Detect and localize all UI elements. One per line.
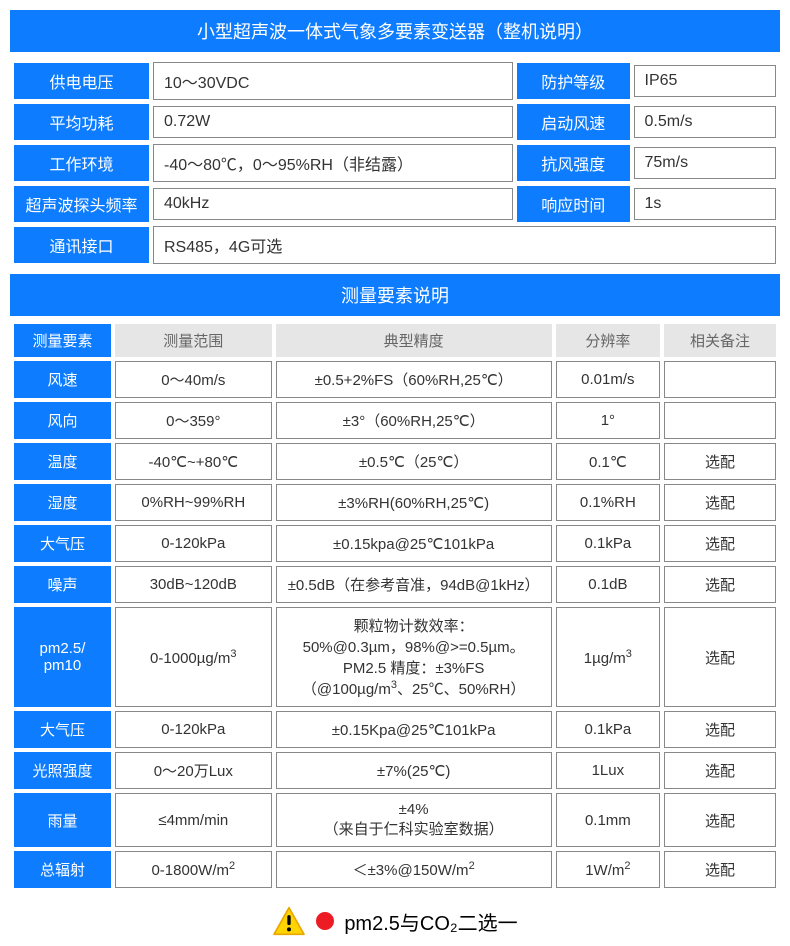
cell-remark: 选配 [664, 566, 776, 603]
table-header-row: 测量要素 测量范围 典型精度 分辨率 相关备注 [14, 324, 776, 357]
table-row: 温度-40℃~+80℃±0.5℃（25℃）0.1℃选配 [14, 443, 776, 480]
red-dot-icon [316, 912, 334, 930]
col-header: 分辨率 [556, 324, 660, 357]
cell-resolution: 0.1%RH [556, 484, 660, 521]
cell-element: 总辐射 [14, 851, 111, 888]
col-header: 典型精度 [276, 324, 552, 357]
cell-element: 噪声 [14, 566, 111, 603]
cell-element: 大气压 [14, 525, 111, 562]
cell-range: 0-120kPa [115, 711, 272, 748]
cell-accuracy: ±3%RH(60%RH,25℃) [276, 484, 552, 521]
cell-element: 湿度 [14, 484, 111, 521]
cell-remark: 选配 [664, 484, 776, 521]
measurement-table: 测量要素 测量范围 典型精度 分辨率 相关备注 风速0～40m/s±0.5+2%… [10, 320, 780, 892]
cell-range: 0-120kPa [115, 525, 272, 562]
col-header: 相关备注 [664, 324, 776, 357]
table-row: 光照强度0～20万Lux±7%(25℃)1Lux选配 [14, 752, 776, 789]
cell-remark: 选配 [664, 443, 776, 480]
cell-remark: 选配 [664, 752, 776, 789]
section-title: 测量要素说明 [10, 274, 780, 316]
spec-value: 1s [634, 188, 777, 220]
cell-element: 风向 [14, 402, 111, 439]
cell-resolution: 0.1dB [556, 566, 660, 603]
cell-range: 0～359° [115, 402, 272, 439]
table-row: 风速0～40m/s±0.5+2%FS（60%RH,25℃）0.01m/s [14, 361, 776, 398]
cell-range: 0-1000µg/m3 [115, 607, 272, 707]
spec-label: 启动风速 [517, 104, 630, 140]
cell-remark [664, 361, 776, 398]
table-row: 大气压0-120kPa±0.15kpa@25℃101kPa0.1kPa选配 [14, 525, 776, 562]
cell-remark [664, 402, 776, 439]
cell-remark: 选配 [664, 793, 776, 847]
cell-resolution: 0.1℃ [556, 443, 660, 480]
spec-label: 防护等级 [517, 63, 630, 99]
cell-remark: 选配 [664, 711, 776, 748]
cell-accuracy: ±0.5dB（在参考音准，94dB@1kHz） [276, 566, 552, 603]
spec-label: 供电电压 [14, 63, 149, 99]
cell-accuracy: ±0.15Kpa@25℃101kPa [276, 711, 552, 748]
spec-value: 10～30VDC [153, 62, 513, 100]
cell-accuracy: ±0.15kpa@25℃101kPa [276, 525, 552, 562]
spec-value: 0.5m/s [634, 106, 777, 138]
cell-resolution: 0.1kPa [556, 525, 660, 562]
cell-element: 风速 [14, 361, 111, 398]
spec-value: -40～80℃，0～95%RH（非结露） [153, 144, 513, 182]
table-row: 湿度0%RH~99%RH±3%RH(60%RH,25℃)0.1%RH选配 [14, 484, 776, 521]
cell-resolution: 1µg/m3 [556, 607, 660, 707]
spec-label: 平均功耗 [14, 104, 149, 140]
table-row: pm2.5/pm100-1000µg/m3颗粒物计数效率：50%@0.3µm，9… [14, 607, 776, 707]
table-row: 噪声30dB~120dB±0.5dB（在参考音准，94dB@1kHz）0.1dB… [14, 566, 776, 603]
cell-remark: 选配 [664, 851, 776, 888]
cell-accuracy: ±0.5+2%FS（60%RH,25℃） [276, 361, 552, 398]
cell-element: 光照强度 [14, 752, 111, 789]
spec-label: 通讯接口 [14, 227, 149, 263]
spec-table: 供电电压 10～30VDC 防护等级 IP65 平均功耗 0.72W 启动风速 … [10, 58, 780, 268]
cell-accuracy: ±3°（60%RH,25℃） [276, 402, 552, 439]
cell-element: 温度 [14, 443, 111, 480]
spec-label: 超声波探头频率 [14, 186, 149, 222]
spec-label: 工作环境 [14, 145, 149, 181]
cell-accuracy: ±4%（来自于仁科实验室数据） [276, 793, 552, 847]
cell-range: 30dB~120dB [115, 566, 272, 603]
cell-range: 0-1800W/m2 [115, 851, 272, 888]
cell-range: 0%RH~99%RH [115, 484, 272, 521]
table-row: 大气压0-120kPa±0.15Kpa@25℃101kPa0.1kPa选配 [14, 711, 776, 748]
cell-accuracy: ±0.5℃（25℃） [276, 443, 552, 480]
spec-value: IP65 [634, 65, 777, 97]
main-title: 小型超声波一体式气象多要素变送器（整机说明） [10, 10, 780, 52]
spec-value: 0.72W [153, 106, 513, 138]
cell-accuracy: 颗粒物计数效率：50%@0.3µm，98%@>=0.5µm。PM2.5 精度：±… [276, 607, 552, 707]
cell-remark: 选配 [664, 607, 776, 707]
cell-element: pm2.5/pm10 [14, 607, 111, 707]
spec-value: RS485，4G可选 [153, 226, 776, 264]
table-row: 风向0～359°±3°（60%RH,25℃）1° [14, 402, 776, 439]
cell-range: 0～40m/s [115, 361, 272, 398]
col-header: 测量要素 [14, 324, 111, 357]
cell-range: 0～20万Lux [115, 752, 272, 789]
cell-remark: 选配 [664, 525, 776, 562]
table-row: 雨量≤4mm/min±4%（来自于仁科实验室数据）0.1mm选配 [14, 793, 776, 847]
cell-accuracy: ±7%(25℃) [276, 752, 552, 789]
cell-accuracy: ＜±3%@150W/m2 [276, 851, 552, 888]
cell-element: 大气压 [14, 711, 111, 748]
cell-resolution: 0.1mm [556, 793, 660, 847]
spec-label: 响应时间 [517, 186, 630, 222]
cell-resolution: 0.1kPa [556, 711, 660, 748]
cell-element: 雨量 [14, 793, 111, 847]
cell-resolution: 0.01m/s [556, 361, 660, 398]
footnote-text: pm2.5与CO₂二选一 [344, 907, 517, 936]
cell-range: -40℃~+80℃ [115, 443, 272, 480]
spec-label: 抗风强度 [517, 145, 630, 181]
cell-resolution: 1° [556, 402, 660, 439]
col-header: 测量范围 [115, 324, 272, 357]
spec-value: 75m/s [634, 147, 777, 179]
table-row: 总辐射0-1800W/m2＜±3%@150W/m21W/m2选配 [14, 851, 776, 888]
cell-resolution: 1W/m2 [556, 851, 660, 888]
cell-resolution: 1Lux [556, 752, 660, 789]
spec-value: 40kHz [153, 188, 513, 220]
cell-range: ≤4mm/min [115, 793, 272, 847]
